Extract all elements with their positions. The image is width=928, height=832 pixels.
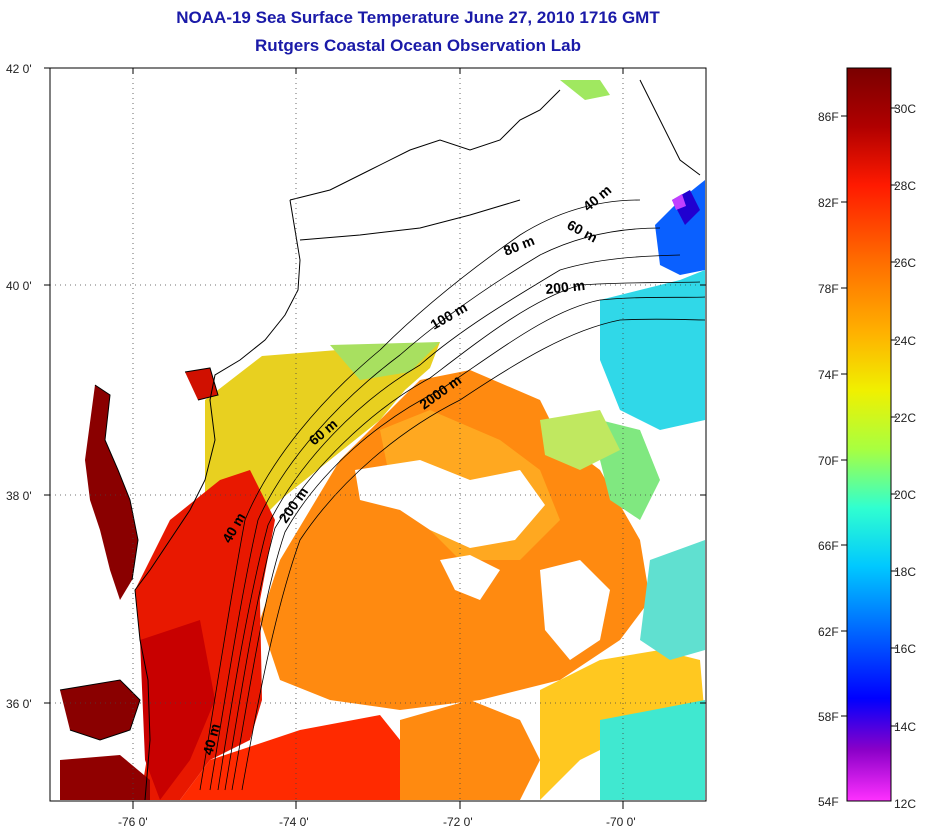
colorbar-label-c: 22C — [894, 411, 916, 425]
colorbar-ticks — [841, 107, 897, 727]
isobath-contours — [199, 199, 706, 791]
lon-tick: -70 0' — [606, 815, 636, 829]
colorbar-label-f: 74F — [818, 368, 839, 382]
colorbar-label-f: 70F — [818, 454, 839, 468]
coastlines — [59, 79, 701, 801]
colorbar-label-c: 14C — [894, 720, 916, 734]
colorbar-label-c: 28C — [894, 179, 916, 193]
lon-tick: -74 0' — [279, 815, 309, 829]
map-subtitle: Rutgers Coastal Ocean Observation Lab — [255, 36, 581, 55]
colorbar-label-f: 86F — [818, 110, 839, 124]
colorbar-label-c: 24C — [894, 334, 916, 348]
colorbar-label-f: 82F — [818, 196, 839, 210]
lat-tick: 36 0' — [6, 697, 32, 711]
colorbar-label-f: 78F — [818, 282, 839, 296]
frame-ticks — [44, 67, 706, 809]
colorbar-label-c: 18C — [894, 565, 916, 579]
lat-tick: 42 0' — [6, 62, 32, 76]
colorbar-label-c: 20C — [894, 488, 916, 502]
colorbar-label-f: 66F — [818, 539, 839, 553]
colorbar-label-c: 30C — [894, 102, 916, 116]
colorbar-label-f: 62F — [818, 625, 839, 639]
isobath-label: 200 m — [545, 277, 586, 297]
colorbar — [846, 67, 892, 802]
colorbar-label-c: 16C — [894, 642, 916, 656]
sst-field — [60, 80, 705, 800]
graticule — [50, 68, 706, 801]
colorbar-label-c: 26C — [894, 256, 916, 270]
colorbar-label-c: 12C — [894, 797, 916, 811]
colorbar-label-f: 58F — [818, 710, 839, 724]
lat-tick: 38 0' — [6, 489, 32, 503]
colorbar-label-f: 54F — [818, 795, 839, 809]
lon-tick: -76 0' — [118, 815, 148, 829]
lat-tick: 40 0' — [6, 279, 32, 293]
map-title: NOAA-19 Sea Surface Temperature June 27,… — [176, 8, 660, 27]
isobath-label: 40 m — [199, 722, 223, 757]
lon-tick: -72 0' — [443, 815, 473, 829]
